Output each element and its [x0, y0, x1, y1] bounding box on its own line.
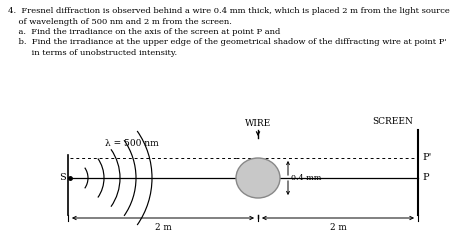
Text: P: P — [422, 173, 428, 182]
Text: 4.  Fresnel diffraction is observed behind a wire 0.4 mm thick, which is placed : 4. Fresnel diffraction is observed behin… — [8, 7, 450, 15]
Text: in terms of unobstructed intensity.: in terms of unobstructed intensity. — [8, 49, 177, 57]
Text: 2 m: 2 m — [329, 223, 346, 232]
Text: of wavelength of 500 nm and 2 m from the screen.: of wavelength of 500 nm and 2 m from the… — [8, 17, 232, 25]
Text: P': P' — [422, 153, 431, 163]
Text: b.  Find the irradiance at the upper edge of the geometrical shadow of the diffr: b. Find the irradiance at the upper edge… — [8, 38, 447, 46]
Text: 2 m: 2 m — [155, 223, 172, 232]
Ellipse shape — [236, 158, 280, 198]
Text: S: S — [59, 173, 66, 182]
Text: 0.4 mm: 0.4 mm — [291, 174, 321, 182]
Text: WIRE: WIRE — [245, 119, 271, 128]
Text: λ = 500 nm: λ = 500 nm — [105, 139, 159, 148]
Text: a.  Find the irradiance on the axis of the screen at point P and: a. Find the irradiance on the axis of th… — [8, 28, 281, 36]
Text: SCREEN: SCREEN — [372, 117, 413, 126]
